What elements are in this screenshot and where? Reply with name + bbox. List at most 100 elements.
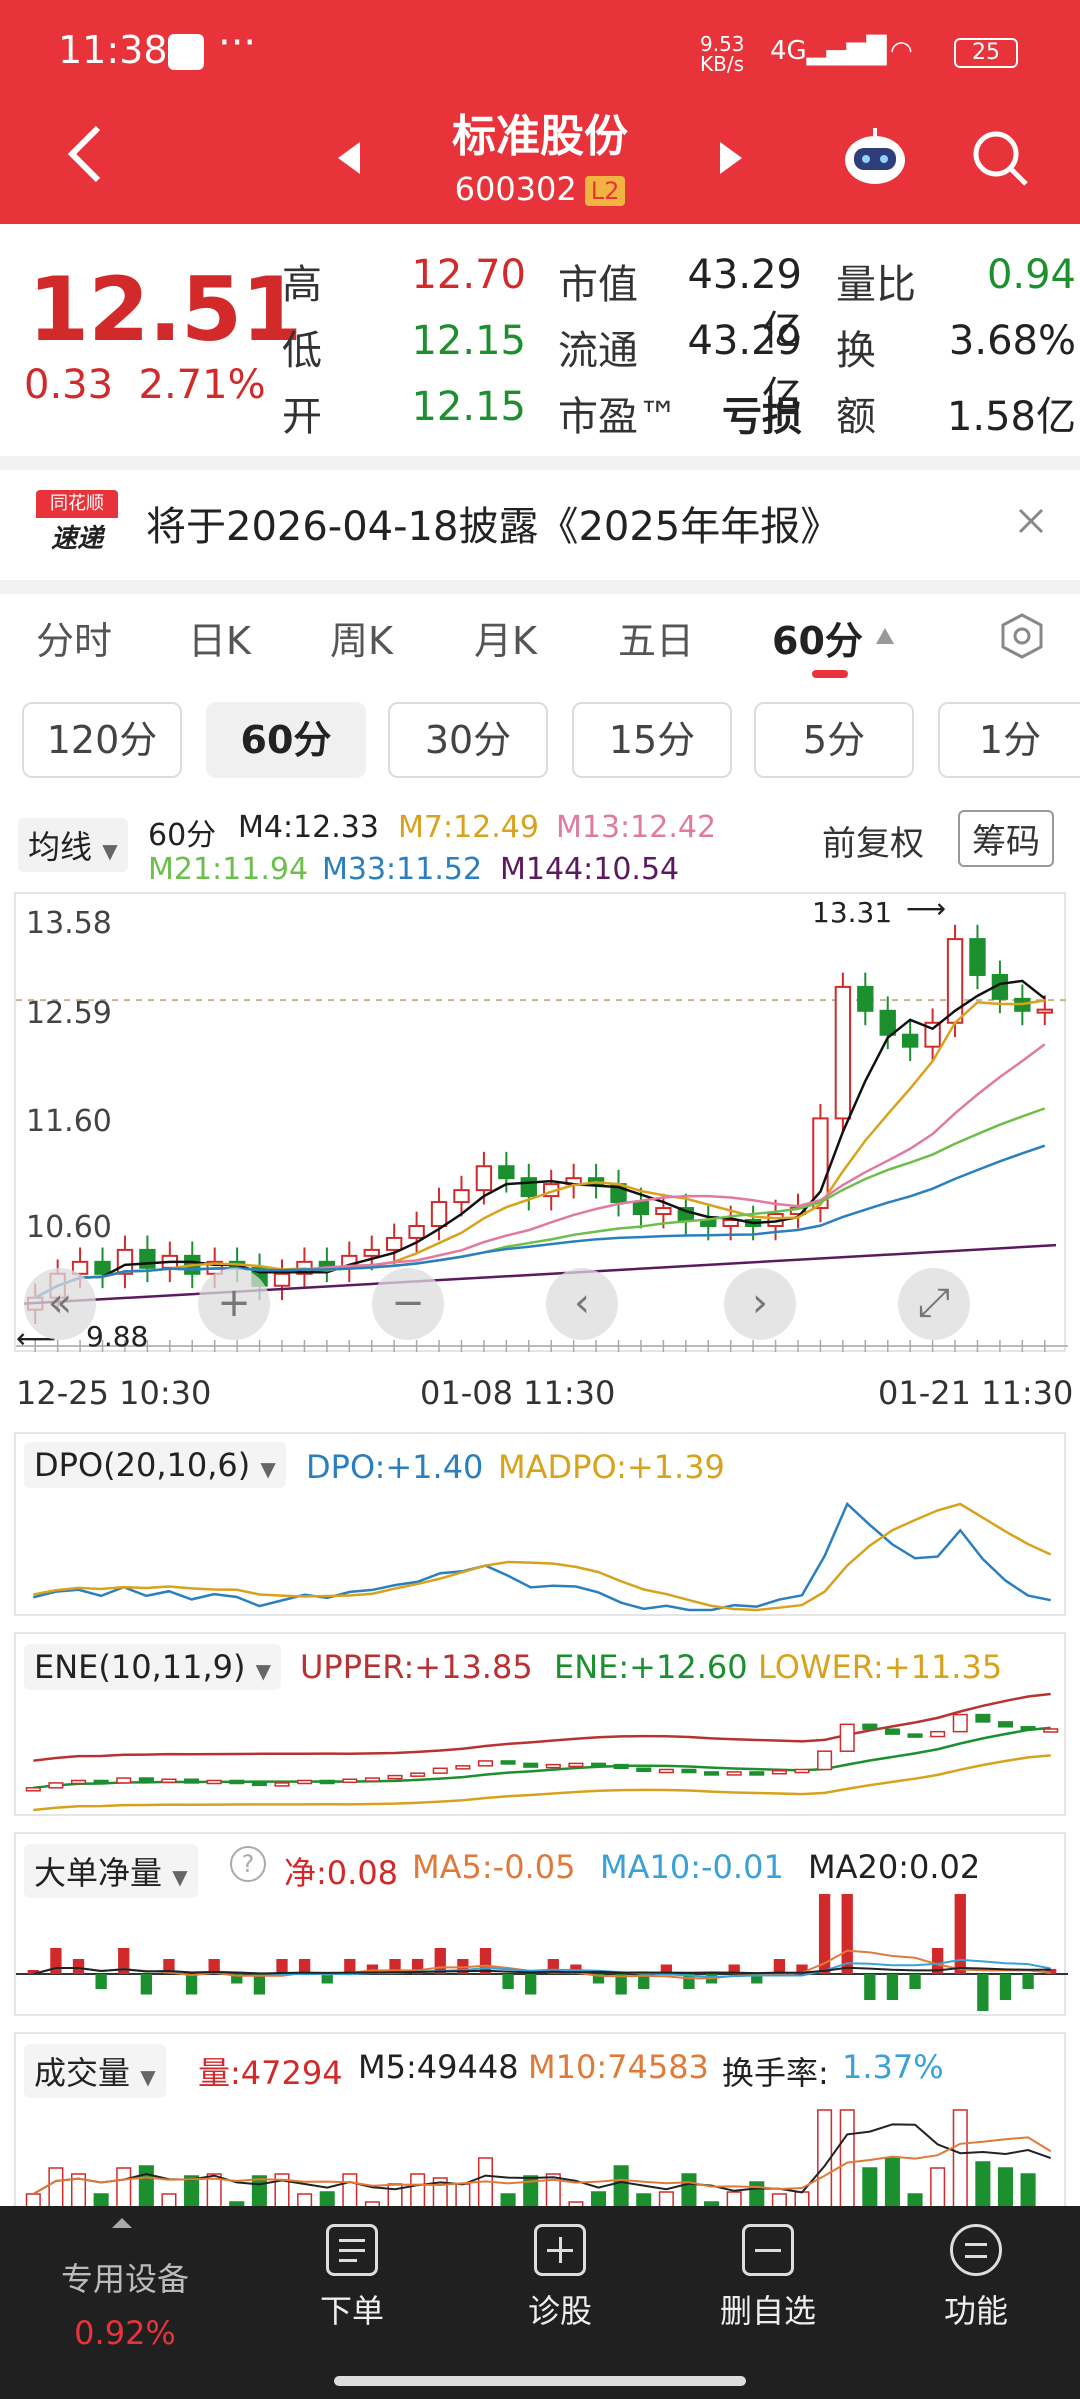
fullscreen-button[interactable]: ⤢ xyxy=(898,1268,970,1340)
net-bar xyxy=(977,1974,989,2011)
tab-timeshare[interactable]: 分时 xyxy=(36,619,113,663)
ene-candle xyxy=(274,1782,290,1787)
net-bar xyxy=(321,1974,333,1984)
ene-candle xyxy=(93,1779,109,1785)
ene-candle xyxy=(545,1763,561,1769)
ths-logo: 同花顺 速递 xyxy=(36,490,118,562)
ene-chart xyxy=(25,1692,1059,1812)
ene-panel[interactable] xyxy=(14,1632,1066,1816)
net-bar xyxy=(344,1959,356,1974)
net-bar xyxy=(412,1959,424,1974)
next-stock-icon[interactable] xyxy=(718,140,746,176)
ma33-line xyxy=(34,1144,1046,1299)
net-bar xyxy=(592,1974,605,1984)
period-30min[interactable]: 30分 xyxy=(388,702,548,778)
zoom-in-button[interactable]: + xyxy=(198,1268,270,1340)
period-15min[interactable]: 15分 xyxy=(572,702,732,778)
tab-monthly-k[interactable]: 月K xyxy=(474,619,537,663)
ene-selector[interactable]: ENE(10,11,9) ▼ xyxy=(24,1644,282,1690)
scroll-fast-left-button[interactable]: « xyxy=(24,1268,96,1340)
period-1min[interactable]: 1分 xyxy=(938,702,1080,778)
low-mark: 9.88 xyxy=(86,1320,149,1353)
ene-candle xyxy=(817,1750,833,1771)
stock-code: 600302 L2 xyxy=(0,170,1080,208)
robot-assistant-icon[interactable] xyxy=(840,124,910,188)
caret-up-icon xyxy=(112,2218,132,2228)
ene-candle xyxy=(658,1768,674,1774)
candle xyxy=(879,1009,896,1036)
big-order-panel[interactable] xyxy=(14,1832,1068,2016)
change-value: 0.33 xyxy=(24,362,114,408)
period-120min[interactable]: 120分 xyxy=(22,702,182,778)
sector-info[interactable]: 专用设备 0.92% xyxy=(40,2254,210,2352)
ene-mid-line xyxy=(33,1726,1051,1790)
ene-candle xyxy=(930,1730,946,1738)
volume-selector[interactable]: 成交量 ▼ xyxy=(24,2044,166,2098)
net-bar xyxy=(95,1974,107,1989)
help-icon[interactable]: ? xyxy=(230,1846,266,1882)
net-bar xyxy=(615,1974,627,1995)
net-bar xyxy=(773,1959,786,1974)
ma-m144: M144:10.54 xyxy=(500,852,680,887)
ene-upper-line xyxy=(33,1692,1051,1762)
section-divider xyxy=(0,456,1080,470)
notice-bar[interactable]: 同花顺 速递 将于2026-04-18披露《2025年年报》 xyxy=(0,470,1080,580)
net-bar xyxy=(479,1948,492,1974)
high-label: 高 xyxy=(282,262,322,308)
dropdown-caret-icon: ▼ xyxy=(102,839,118,863)
y-tick-4: 10.60 xyxy=(26,1210,112,1245)
candle xyxy=(857,985,874,1012)
mktcap-value: 43.29亿 xyxy=(687,252,802,354)
prev-stock-icon[interactable] xyxy=(334,140,362,176)
period-5min[interactable]: 5分 xyxy=(754,702,914,778)
settings-hex-icon[interactable] xyxy=(998,612,1046,660)
delete-fav-button[interactable]: 删自选 xyxy=(688,2224,848,2332)
back-arrow-icon[interactable] xyxy=(64,124,104,184)
kline-panel[interactable] xyxy=(14,892,1068,1354)
diagnose-button[interactable]: 诊股 xyxy=(480,2224,640,2332)
kline-chart[interactable] xyxy=(16,894,1068,1354)
ene-candle xyxy=(907,1733,923,1738)
scroll-right-button[interactable]: › xyxy=(724,1268,796,1340)
dpo-value: DPO:+1.40 xyxy=(306,1448,484,1486)
candle xyxy=(453,1189,470,1204)
function-button[interactable]: 功能 xyxy=(896,2224,1056,2332)
chips-button[interactable]: 筹码 xyxy=(958,810,1054,867)
net-bar xyxy=(638,1974,650,1989)
net-bar xyxy=(502,1974,514,1989)
net-bar xyxy=(389,1959,401,1974)
x-tick-2: 01-08 11:30 xyxy=(420,1374,616,1412)
net-bar xyxy=(525,1974,537,1995)
tab-60min[interactable]: 60分 xyxy=(772,619,863,663)
zoom-out-button[interactable]: − xyxy=(372,1268,444,1340)
dropdown-caret-icon: ▼ xyxy=(255,1659,272,1683)
high-value: 12.70 xyxy=(411,252,526,298)
ene-candle xyxy=(161,1778,177,1784)
close-icon[interactable] xyxy=(1016,506,1046,536)
tab-weekly-k[interactable]: 周K xyxy=(330,619,393,663)
net-bar xyxy=(796,1964,808,1974)
diagnose-label: 诊股 xyxy=(527,2292,592,2330)
dpo-panel[interactable] xyxy=(14,1432,1066,1616)
candle xyxy=(139,1248,156,1269)
scroll-left-button[interactable]: ‹ xyxy=(546,1268,618,1340)
adjust-mode[interactable]: 前复权 xyxy=(822,824,924,864)
tab-five-day[interactable]: 五日 xyxy=(618,619,695,663)
search-icon[interactable] xyxy=(970,128,1030,188)
ene-candle xyxy=(1043,1728,1059,1733)
big-order-selector[interactable]: 大单净量 ▼ xyxy=(24,1844,198,1898)
ene-candle xyxy=(70,1779,87,1785)
dpo-selector[interactable]: DPO(20,10,6) ▼ xyxy=(24,1442,286,1488)
level2-badge[interactable]: L2 xyxy=(584,176,626,206)
big-order-chart xyxy=(16,1894,1068,2011)
order-button[interactable]: 下单 xyxy=(272,2224,432,2332)
app-header: 11:38 ··· 9.53 KB/s 4G▂▄▆█ ◠ 25 标准股份 600… xyxy=(0,0,1080,224)
ma-selector[interactable]: 均线 ▼ xyxy=(18,818,128,872)
tab-daily-k[interactable]: 日K xyxy=(188,619,251,663)
caret-up-icon xyxy=(876,628,894,644)
period-60min[interactable]: 60分 xyxy=(206,702,366,778)
y-tick-2: 12.59 xyxy=(26,996,112,1031)
stock-code-text: 600302 xyxy=(454,170,577,208)
active-tab-indicator xyxy=(812,670,848,678)
ene-candle xyxy=(342,1778,358,1784)
